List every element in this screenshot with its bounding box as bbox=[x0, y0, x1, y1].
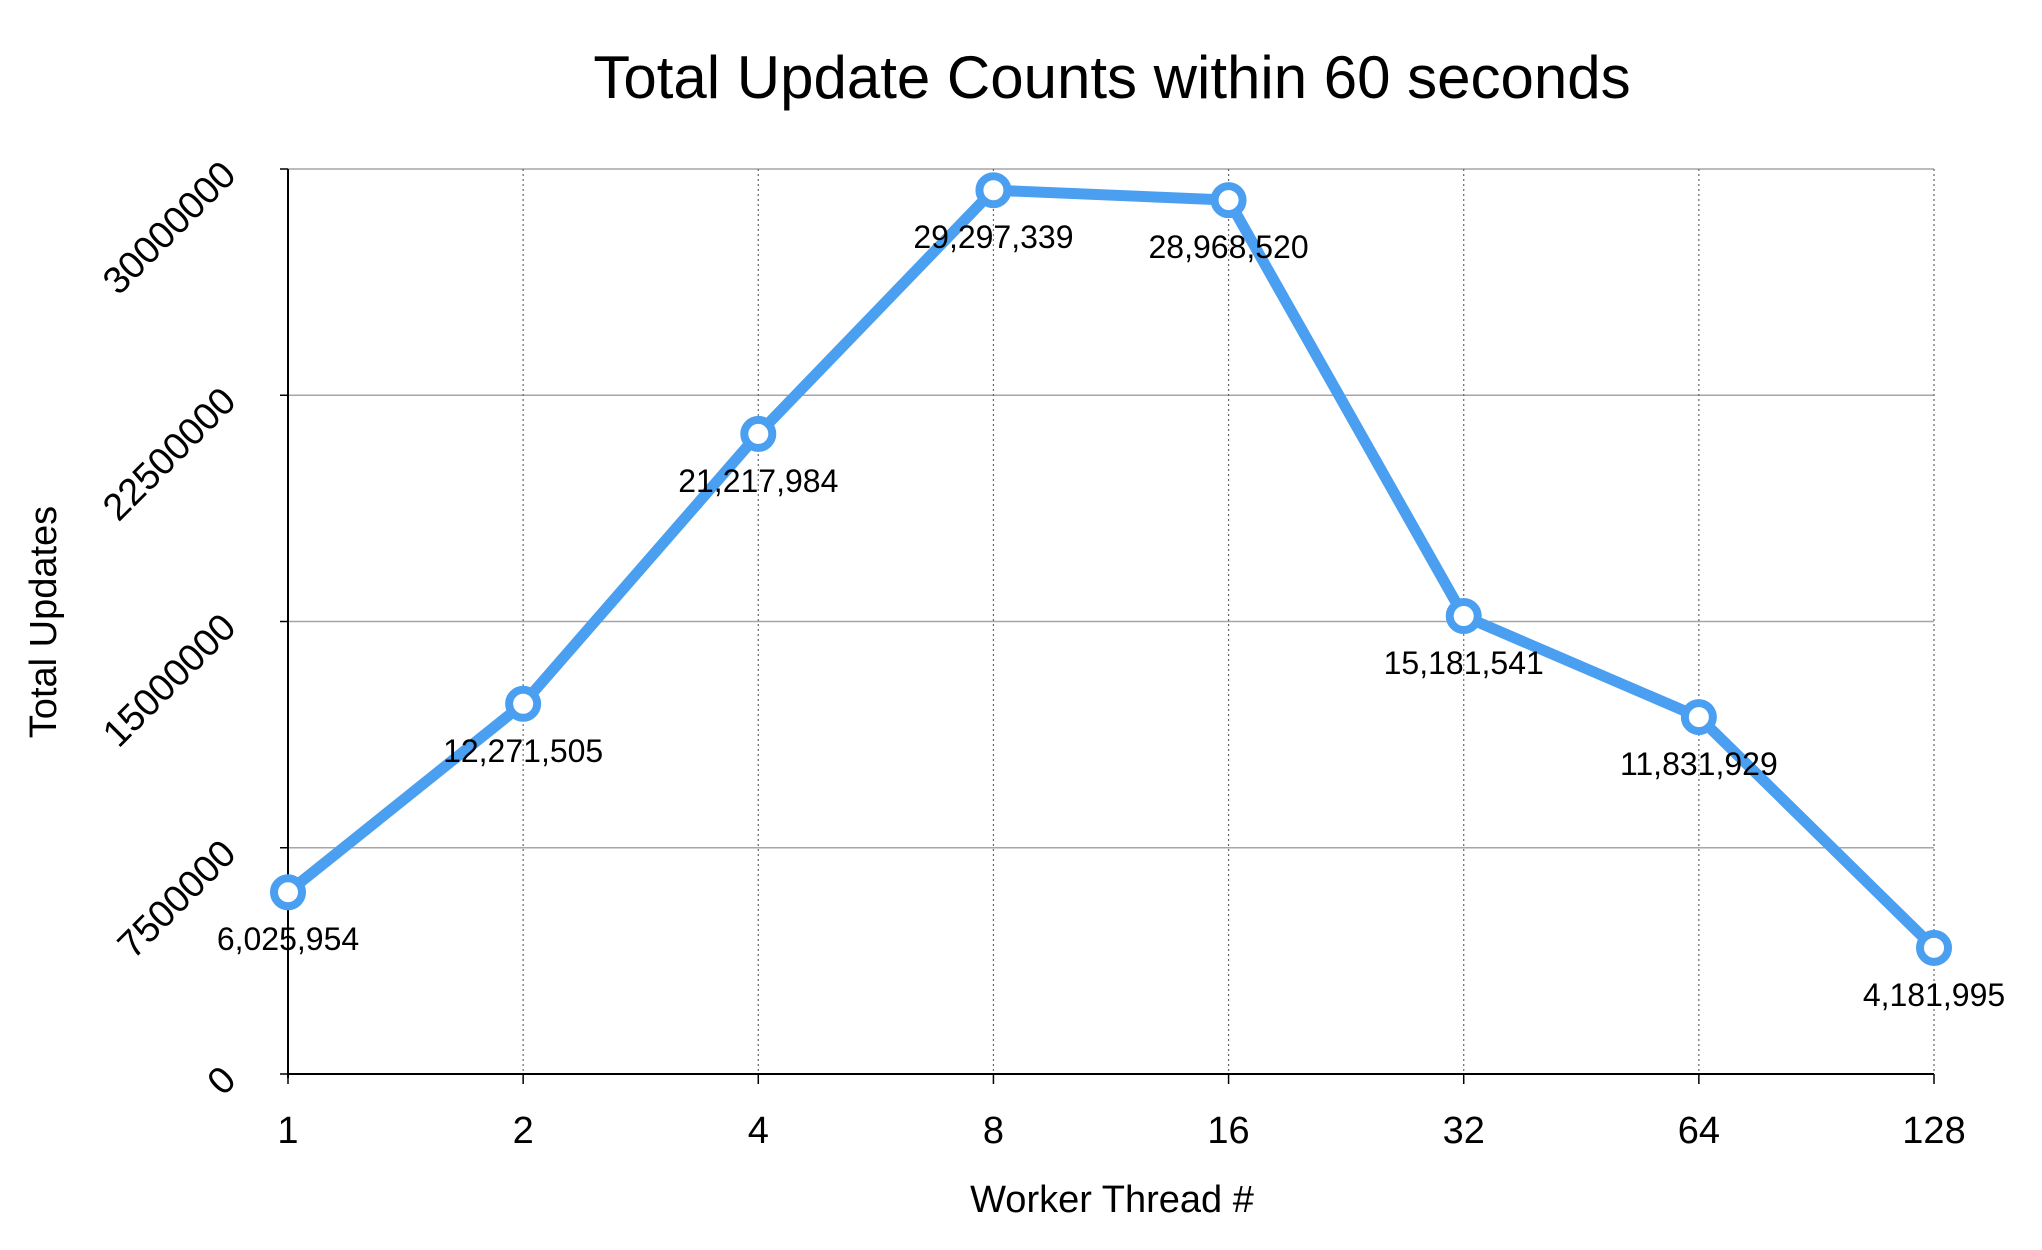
x-tick-label: 128 bbox=[1902, 1110, 1965, 1152]
data-label: 21,217,984 bbox=[678, 463, 838, 499]
data-point bbox=[1210, 182, 1247, 219]
x-tick-label: 1 bbox=[277, 1110, 298, 1152]
data-point bbox=[975, 172, 1012, 209]
y-tick-label: 0 bbox=[200, 1059, 245, 1104]
data-label: 28,968,520 bbox=[1148, 229, 1308, 265]
data-labels: 6,025,954 12,271,505 21,217,984 29,297,339 2… bbox=[217, 219, 2005, 1013]
x-tick-label: 8 bbox=[983, 1110, 1004, 1152]
data-point bbox=[740, 415, 777, 452]
y-axis-title: Total Updates bbox=[23, 506, 65, 738]
data-point bbox=[505, 685, 542, 722]
series bbox=[270, 172, 1952, 966]
data-label: 29,297,339 bbox=[913, 219, 1073, 255]
data-label: 6,025,954 bbox=[217, 921, 359, 957]
data-label: 12,271,505 bbox=[443, 733, 603, 769]
x-tick-label: 4 bbox=[748, 1110, 769, 1152]
x-tick-label: 16 bbox=[1207, 1110, 1249, 1152]
x-tick-label: 2 bbox=[513, 1110, 534, 1152]
data-label: 11,831,929 bbox=[1620, 746, 1778, 782]
y-tick-label: 15000000 bbox=[95, 606, 244, 755]
data-point bbox=[270, 874, 306, 911]
data-point bbox=[1680, 699, 1717, 736]
y-tick-label: 30000000 bbox=[95, 154, 244, 303]
data-label: 15,181,541 bbox=[1384, 645, 1544, 681]
axes bbox=[280, 168, 1935, 1084]
x-tick-label: 32 bbox=[1443, 1110, 1485, 1152]
x-axis-title: Worker Thread # bbox=[970, 1179, 1254, 1221]
grid bbox=[288, 168, 1935, 1074]
data-point bbox=[1445, 598, 1482, 635]
chart-title: Total Update Counts within 60 seconds bbox=[593, 44, 1630, 111]
data-label: 4,181,995 bbox=[1863, 977, 2005, 1013]
data-point bbox=[1916, 929, 1952, 966]
y-tick-label: 22500000 bbox=[95, 380, 244, 529]
x-tick-label: 64 bbox=[1678, 1110, 1720, 1152]
series-line bbox=[282, 184, 1940, 954]
